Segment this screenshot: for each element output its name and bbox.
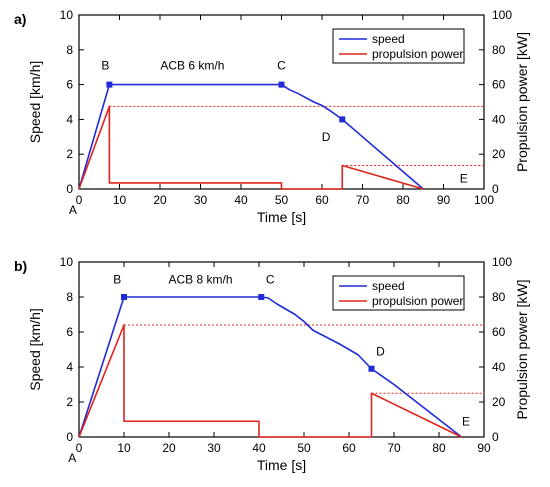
annotation: ACB 6 km/h <box>160 58 224 72</box>
y2-tick-label: 80 <box>492 43 506 57</box>
y-tick-label: 4 <box>66 112 73 126</box>
series-line-propulsion-power <box>78 105 424 190</box>
point-label-C: C <box>277 58 286 72</box>
point-label-D: D <box>376 344 385 358</box>
x-tick-label: 70 <box>387 441 401 455</box>
x-tick-label: 10 <box>117 441 131 455</box>
y-tick-label: 0 <box>66 430 73 444</box>
y-tick-label: 8 <box>66 290 73 304</box>
legend-box <box>332 28 465 64</box>
y-tick-label: 8 <box>66 43 73 57</box>
y2-axis-label: Propulsion power [kW] <box>514 32 530 172</box>
speed-marker <box>121 294 127 300</box>
panel-label: a) <box>14 11 26 27</box>
y2-tick-label: 40 <box>492 112 506 126</box>
point-label-A: A <box>68 451 76 465</box>
panel-b <box>78 261 485 438</box>
panel-label: b) <box>14 258 27 274</box>
y-tick-label: 4 <box>66 360 73 374</box>
y-tick-label: 2 <box>66 395 73 409</box>
point-label-B: B <box>101 58 109 72</box>
y-tick-label: 10 <box>60 8 74 22</box>
x-tick-label: 80 <box>396 193 410 207</box>
y-tick-label: 10 <box>60 255 74 269</box>
x-tick-label: 60 <box>342 441 356 455</box>
x-tick-label: 40 <box>252 441 266 455</box>
y2-tick-label: 40 <box>492 360 506 374</box>
annotation: ACB 8 km/h <box>168 273 232 287</box>
y2-tick-label: 0 <box>492 182 499 196</box>
series-line-propulsion-power <box>78 324 462 438</box>
series-line-speed <box>78 296 462 438</box>
x-tick-label: 70 <box>356 193 370 207</box>
legend-box <box>332 275 465 311</box>
x-tick-label: 20 <box>153 193 167 207</box>
y-tick-label: 6 <box>66 325 73 339</box>
x-tick-label: 10 <box>113 193 127 207</box>
y2-tick-label: 20 <box>492 395 506 409</box>
panel-a <box>78 14 485 190</box>
point-label-E: E <box>460 172 468 186</box>
x-tick-label: 20 <box>162 441 176 455</box>
x-axis-label: Time [s] <box>257 457 306 473</box>
y-tick-label: 6 <box>66 78 73 92</box>
y2-tick-label: 60 <box>492 325 506 339</box>
x-tick-label: 100 <box>474 193 494 207</box>
y2-tick-label: 60 <box>492 78 506 92</box>
point-label-A: A <box>69 203 77 217</box>
legend-label: propulsion power <box>372 294 463 308</box>
y2-tick-label: 100 <box>492 255 512 269</box>
y-tick-label: 2 <box>66 147 73 161</box>
y-tick-label: 0 <box>66 182 73 196</box>
x-tick-label: 50 <box>275 193 289 207</box>
legend-label: speed <box>372 279 405 293</box>
speed-marker <box>368 365 375 372</box>
point-label-E: E <box>462 414 470 428</box>
x-tick-label: 30 <box>207 441 221 455</box>
y2-tick-label: 0 <box>492 430 499 444</box>
x-tick-label: 80 <box>432 441 446 455</box>
x-tick-label: 0 <box>76 441 83 455</box>
y2-tick-label: 20 <box>492 147 506 161</box>
x-axis-label: Time [s] <box>257 209 306 225</box>
point-label-C: C <box>266 273 275 287</box>
y2-axis-label: Propulsion power [kW] <box>514 279 530 419</box>
x-tick-label: 30 <box>194 193 208 207</box>
x-tick-label: 0 <box>76 193 83 207</box>
y-axis-label: Speed [km/h] <box>27 308 43 391</box>
x-tick-label: 50 <box>297 441 311 455</box>
x-tick-label: 90 <box>437 193 451 207</box>
y-axis-label: Speed [km/h] <box>27 61 43 144</box>
point-label-B: B <box>113 273 121 287</box>
legend-label: speed <box>372 32 405 46</box>
speed-marker <box>106 81 113 88</box>
x-tick-label: 90 <box>477 441 491 455</box>
x-tick-label: 40 <box>234 193 248 207</box>
point-label-D: D <box>322 130 331 144</box>
x-tick-label: 60 <box>315 193 329 207</box>
speed-marker <box>339 116 346 123</box>
y2-tick-label: 80 <box>492 290 506 304</box>
y2-tick-label: 100 <box>492 8 512 22</box>
legend-label: propulsion power <box>372 47 463 61</box>
speed-marker <box>278 81 285 88</box>
speed-marker <box>258 294 265 300</box>
